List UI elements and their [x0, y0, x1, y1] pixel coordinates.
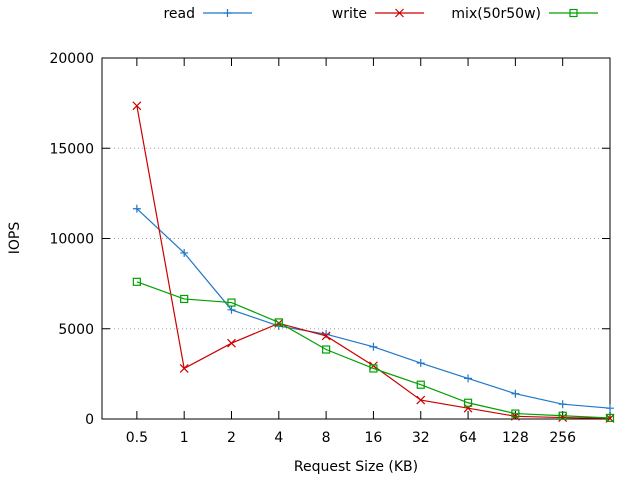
- y-tick-label: 10000: [49, 232, 94, 248]
- data-point-marker: [606, 404, 614, 413]
- data-point-marker: [369, 342, 378, 351]
- x-tick-label: 32: [412, 430, 430, 446]
- y-tick-label: 0: [85, 412, 94, 428]
- series-line: [136, 281, 611, 419]
- data-point-marker: [180, 294, 189, 304]
- x-tick-label: 1: [180, 430, 189, 446]
- grid-lines: [102, 147, 610, 330]
- data-point-marker: [511, 409, 520, 418]
- y-tick-label: 5000: [58, 322, 94, 338]
- x-tick-label: 2: [227, 430, 236, 446]
- data-point-marker: [321, 331, 331, 341]
- legend: read write mix(50r50w): [163, 6, 598, 22]
- data-point-marker: [558, 400, 567, 409]
- data-point-marker: [464, 374, 473, 383]
- series-2: [132, 277, 615, 423]
- legend-marker: [395, 8, 404, 18]
- data-point-marker: [322, 345, 331, 354]
- x-tick-label: 4: [274, 430, 283, 446]
- data-point-marker: [132, 101, 142, 111]
- data-point-marker: [132, 277, 141, 286]
- x-tick-label: 0.5: [126, 430, 148, 446]
- x-axis-label: Request Size (KB): [294, 459, 418, 475]
- data-point-marker: [227, 338, 236, 348]
- axis-ticks: 0 5000 10000 15000 20000 0.5 1 2 4 8 16 32 64 128 256: [49, 51, 610, 446]
- data-point-marker: [132, 204, 141, 213]
- data-point-marker: [605, 413, 615, 423]
- legend-label: write: [332, 6, 367, 22]
- x-tick-label: 8: [322, 430, 331, 446]
- legend-marker: [569, 8, 578, 18]
- series-1: [132, 101, 615, 423]
- legend-label: read: [163, 6, 195, 22]
- data-point-marker: [463, 398, 473, 407]
- legend-item: write: [332, 6, 424, 22]
- series-layer: [132, 101, 615, 423]
- data-point-marker: [227, 298, 236, 307]
- data-point-marker: [369, 361, 378, 371]
- y-tick-label: 15000: [49, 141, 94, 157]
- data-point-marker: [416, 395, 426, 405]
- data-point-marker: [322, 330, 331, 339]
- y-tick-label: 20000: [49, 51, 94, 67]
- x-tick-label: 16: [365, 430, 383, 446]
- series-line: [136, 208, 611, 409]
- data-point-marker: [463, 403, 473, 413]
- data-point-marker: [274, 318, 283, 327]
- legend-item: read: [163, 6, 252, 22]
- data-point-marker: [180, 248, 189, 257]
- legend-item: mix(50r50w): [451, 6, 598, 22]
- x-tick-label: 64: [459, 430, 477, 446]
- series-0: [132, 204, 614, 413]
- data-point-marker: [179, 364, 189, 373]
- legend-marker: [223, 9, 232, 17]
- x-tick-label: 128: [502, 430, 529, 446]
- data-point-marker: [558, 413, 568, 422]
- data-point-marker: [558, 411, 567, 420]
- x-tick-label: 256: [549, 430, 576, 446]
- data-point-marker: [369, 364, 378, 373]
- data-point-marker: [416, 380, 425, 389]
- data-point-marker: [227, 305, 236, 314]
- data-point-marker: [416, 359, 425, 368]
- data-point-marker: [511, 389, 520, 398]
- y-axis-label: IOPS: [7, 222, 23, 255]
- legend-label: mix(50r50w): [451, 6, 541, 22]
